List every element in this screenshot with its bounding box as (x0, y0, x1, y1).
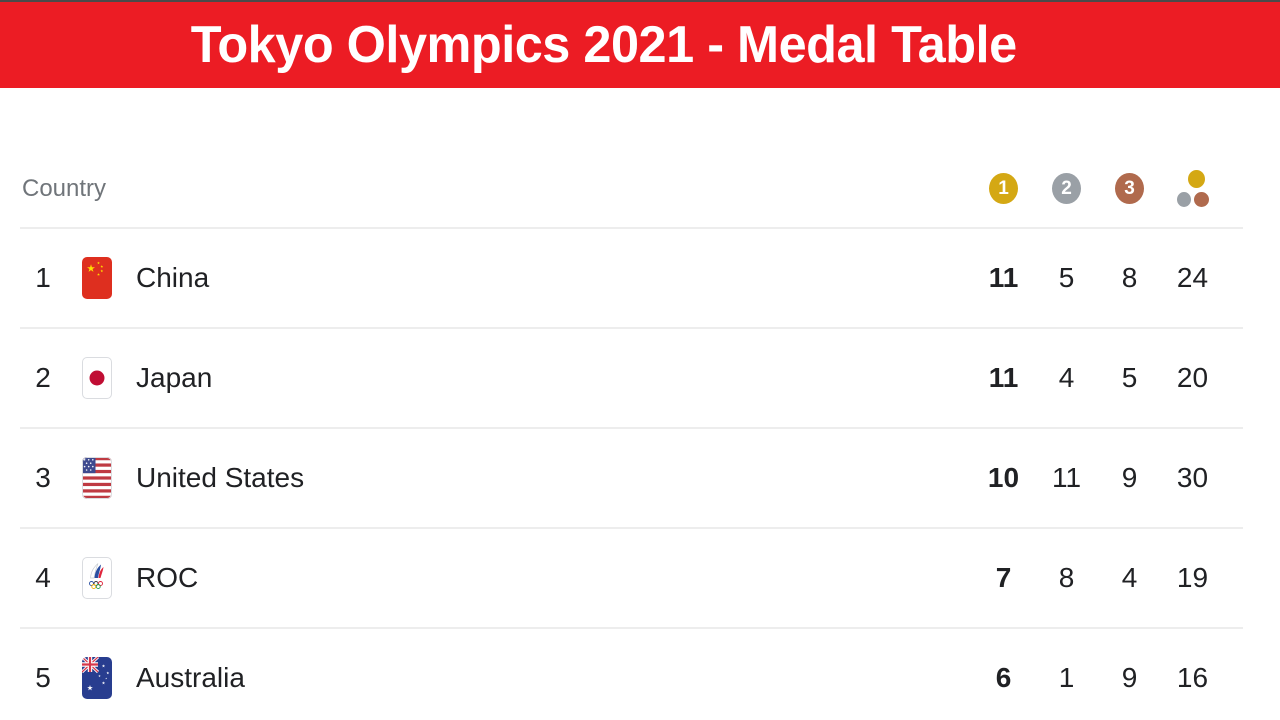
silver-count: 8 (1058, 562, 1075, 593)
total-count: 16 (1176, 662, 1209, 693)
bronze-column-header[interactable]: 3 (1098, 173, 1161, 204)
country-name: ROC (136, 562, 199, 593)
page-title: Tokyo Olympics 2021 - Medal Table (191, 16, 1017, 74)
rank-value: 4 (35, 562, 51, 593)
total-count: 30 (1176, 462, 1209, 493)
gold-count: 11 (988, 262, 1019, 293)
flag-australia-icon (66, 657, 128, 699)
table-row-roc[interactable]: 4 ROC 7 8 4 (20, 529, 1243, 629)
silver-count: 4 (1058, 362, 1075, 393)
flag-united-states-icon (66, 457, 128, 499)
rank-value: 5 (35, 662, 51, 693)
table-row-australia[interactable]: 5 (20, 629, 1243, 720)
country-name: China (136, 262, 210, 293)
rank-value: 1 (35, 262, 51, 293)
gold-count: 10 (987, 462, 1020, 493)
flag-roc-icon (66, 557, 128, 599)
country-name: Japan (136, 362, 213, 393)
country-name: United States (136, 462, 305, 493)
frame-top-edge (0, 0, 1280, 2)
table-row-china[interactable]: 1 China 11 5 8 24 (20, 229, 1243, 329)
gold-medal-icon: 1 (989, 173, 1018, 204)
bronze-count: 4 (1121, 562, 1138, 593)
bronze-count: 9 (1121, 662, 1138, 693)
medal-table: Country 1 2 3 1 (20, 150, 1243, 720)
rank-value: 3 (35, 462, 51, 493)
gold-count: 6 (995, 662, 1012, 693)
silver-count: 5 (1058, 262, 1075, 293)
total-count: 24 (1176, 262, 1209, 293)
table-row-japan[interactable]: 2 Japan 11 4 5 20 (20, 329, 1243, 429)
gold-count: 7 (995, 562, 1012, 593)
gold-column-header[interactable]: 1 (972, 173, 1035, 204)
total-count: 20 (1176, 362, 1209, 393)
country-column-header: Country (22, 174, 107, 202)
total-medals-icon (1175, 169, 1211, 208)
country-name: Australia (136, 662, 245, 693)
bronze-count: 8 (1121, 262, 1138, 293)
rank-value: 2 (35, 362, 51, 393)
silver-count: 1 (1058, 662, 1075, 693)
silver-column-header[interactable]: 2 (1035, 173, 1098, 204)
flag-japan-icon (66, 357, 128, 399)
silver-medal-icon: 2 (1052, 173, 1081, 204)
bronze-count: 9 (1121, 462, 1138, 493)
total-column-header[interactable] (1161, 169, 1224, 208)
total-count: 19 (1176, 562, 1209, 593)
silver-count: 11 (1051, 462, 1082, 493)
flag-china-icon (66, 257, 128, 299)
title-banner: Tokyo Olympics 2021 - Medal Table (0, 2, 1280, 88)
table-header-row: Country 1 2 3 (20, 150, 1243, 229)
gold-count: 11 (988, 362, 1019, 393)
bronze-count: 5 (1121, 362, 1138, 393)
table-row-united-states[interactable]: 3 (20, 429, 1243, 529)
bronze-medal-icon: 3 (1115, 173, 1144, 204)
